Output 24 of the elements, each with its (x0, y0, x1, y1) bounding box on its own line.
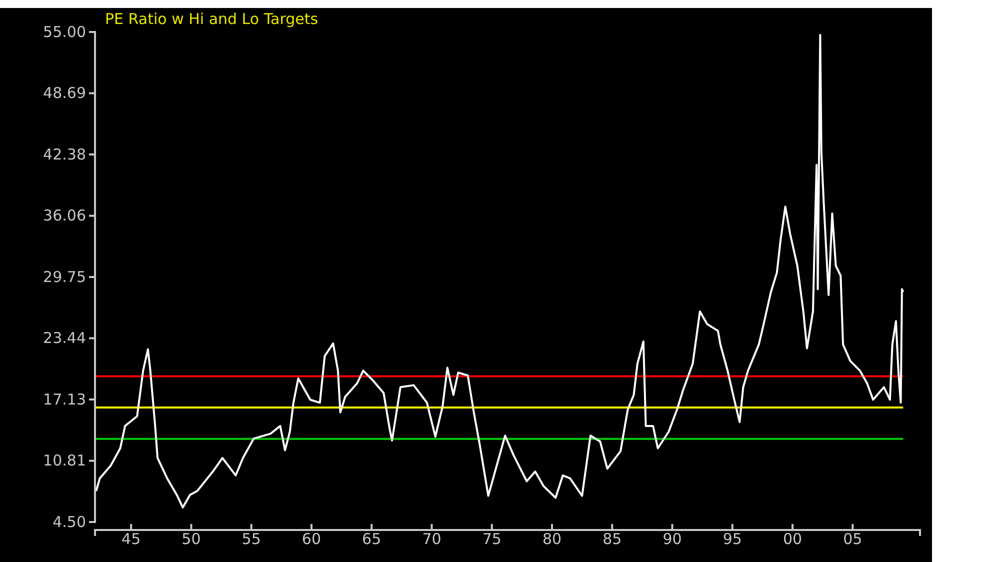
x-tick-label: 80 (542, 530, 562, 548)
y-tick-label: 36.06 (43, 206, 86, 225)
y-tick-label: 4.50 (52, 512, 86, 531)
x-tick-label: 90 (662, 530, 682, 548)
x-tick-label: 65 (362, 530, 382, 548)
x-tick-label: 70 (422, 530, 442, 548)
y-tick-label: 48.69 (43, 84, 86, 102)
x-tick-label: 75 (482, 530, 502, 548)
y-tick-label: 29.75 (43, 268, 86, 286)
x-tick-label: 05 (843, 530, 862, 548)
line-series (95, 34, 904, 508)
x-tick-label: 85 (602, 530, 622, 548)
y-tick-label: 23.44 (43, 329, 86, 348)
x-tick-label: 50 (182, 530, 201, 548)
chart-title: PE Ratio w Hi and Lo Targets (105, 10, 318, 28)
y-tick-label: 42.38 (43, 145, 86, 164)
x-tick-label: 95 (722, 530, 742, 548)
y-tick-label: 55.00 (43, 22, 86, 41)
y-tick-label: 10.81 (43, 452, 86, 470)
x-tick-label: 55 (242, 530, 261, 548)
y-tick-label: 17.13 (43, 390, 86, 408)
x-tick-label: 60 (302, 530, 322, 548)
x-tick-label: 00 (782, 530, 802, 548)
x-tick-label: 45 (122, 530, 141, 548)
